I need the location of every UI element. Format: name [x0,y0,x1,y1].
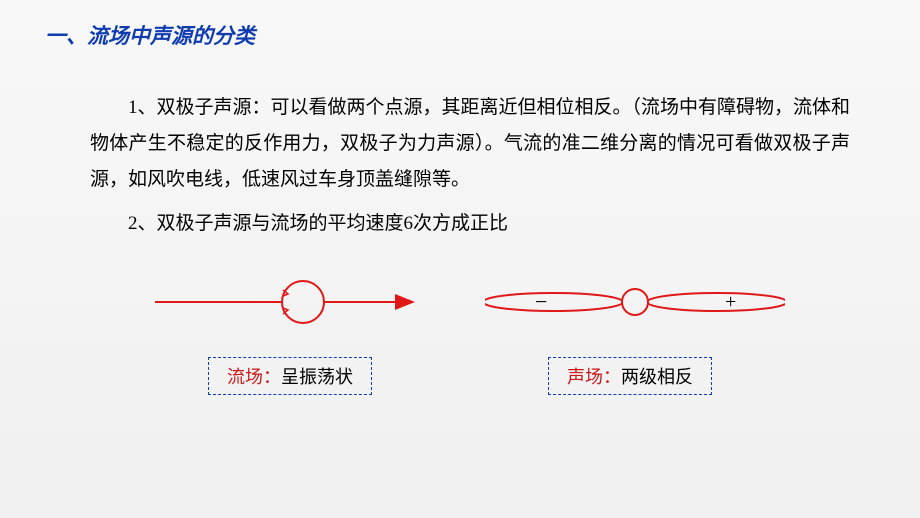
flow-caption-text: 呈振荡状 [281,367,353,387]
sound-caption-label: 声场： [567,367,621,387]
plus-sign: + [725,291,736,313]
flow-field-svg [135,272,415,332]
minus-sign: − [535,289,547,314]
flow-caption-box: 流场：呈振荡状 [208,357,372,395]
diagrams-row: − + [40,272,880,332]
paragraph-1: 1、双极子声源：可以看做两个点源，其距离近但相位相反。（流场中有障碍物，流体和物… [90,90,850,198]
section-heading: 一、流场中声源的分类 [45,20,880,50]
sound-field-svg: − + [485,277,785,327]
flow-caption-label: 流场： [227,367,281,387]
flow-field-diagram [135,272,415,332]
captions-row: 流场：呈振荡状 声场：两级相反 [40,357,880,395]
sound-caption-text: 两级相反 [621,367,693,387]
sound-caption-box: 声场：两级相反 [548,357,712,395]
sound-field-diagram: − + [485,277,785,327]
paragraph-2: 2、双极子声源与流场的平均速度6次方成正比 [90,206,850,242]
